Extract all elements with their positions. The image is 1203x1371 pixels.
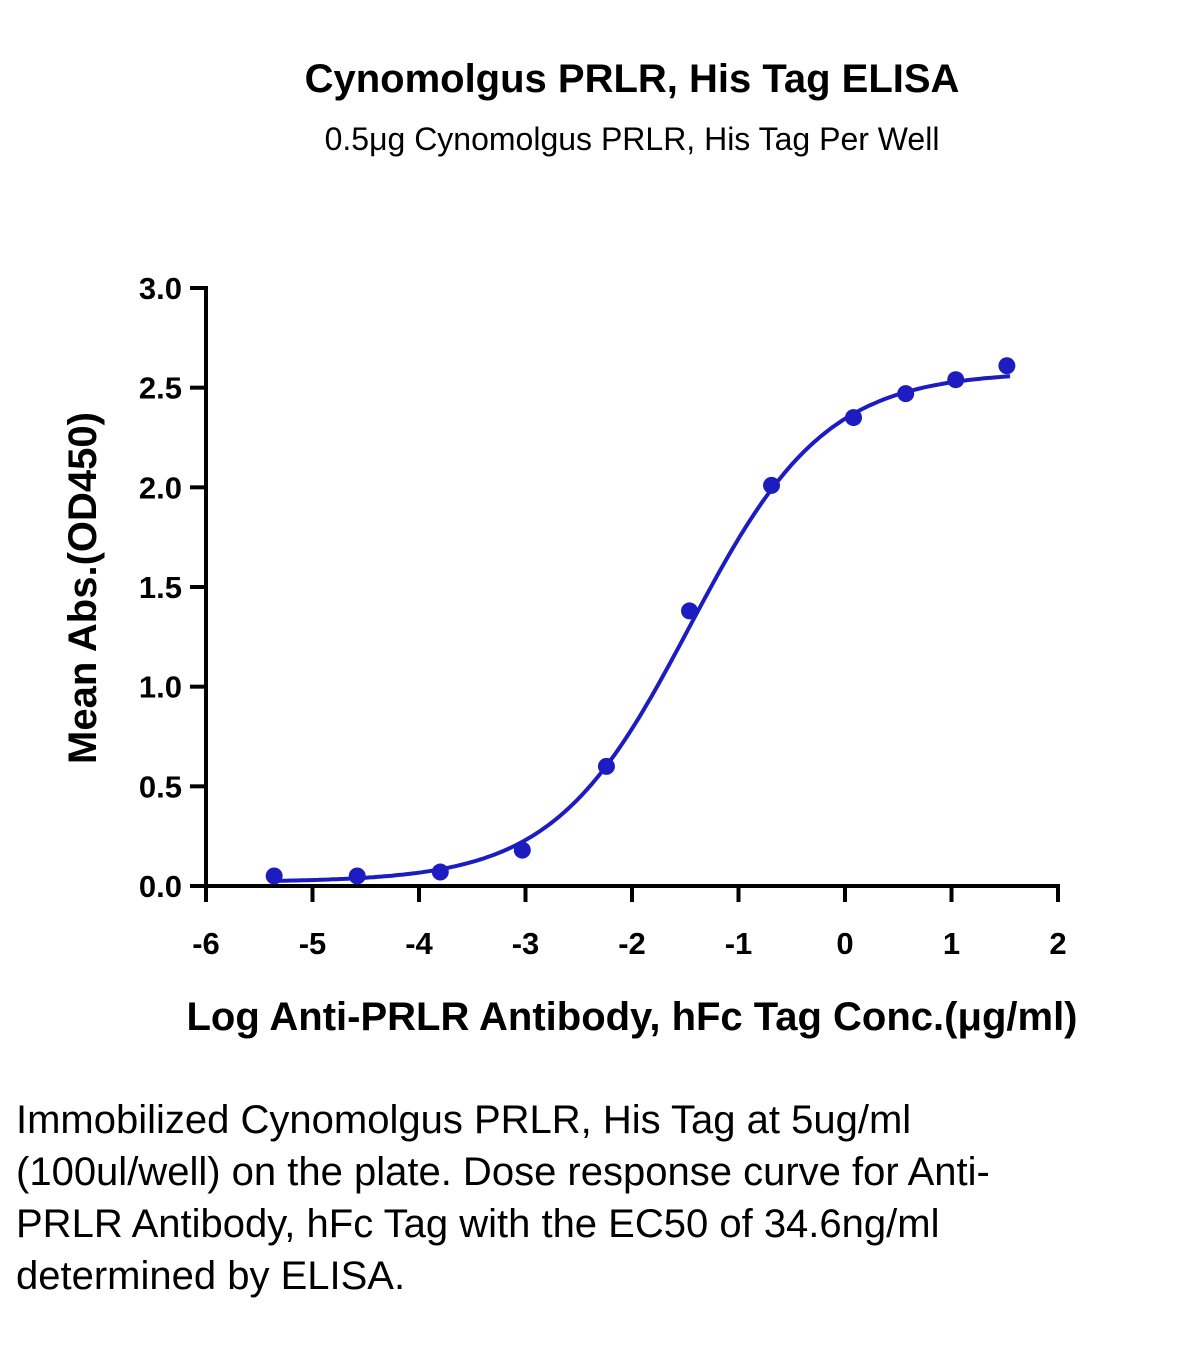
data-point [947, 371, 965, 389]
y-tick-label: 1.5 [139, 570, 182, 605]
x-tick-label: -6 [192, 926, 220, 961]
chart-subtitle: 0.5μg Cynomolgus PRLR, His Tag Per Well [325, 121, 940, 157]
y-axis-label: Mean Abs.(OD450) [61, 412, 105, 764]
data-point [597, 757, 615, 775]
y-tick-label: 3.0 [139, 271, 182, 306]
x-tick-label: -3 [512, 926, 540, 961]
data-point [681, 602, 699, 620]
y-tick-label: 0.5 [139, 769, 182, 804]
elisa-chart: Cynomolgus PRLR, His Tag ELISA 0.5μg Cyn… [61, 57, 1078, 1039]
data-point [265, 867, 283, 885]
y-tick-label: 2.5 [139, 371, 182, 406]
y-tick-label: 1.0 [139, 670, 182, 705]
axes: 0.0 0.5 1.0 1.5 2.0 2.5 3.0 -6 -5 -4 -3 -2 -1 0 1 2 [139, 271, 1067, 961]
x-axis-label: Log Anti-PRLR Antibody, hFc Tag Conc.(μg… [186, 995, 1077, 1039]
data-point [431, 863, 449, 881]
figure-caption: Immobilized Cynomolgus PRLR, His Tag at … [16, 1098, 990, 1298]
x-tick-label: -4 [405, 926, 433, 961]
fit-curve [269, 374, 1011, 883]
x-tick-label: 1 [943, 926, 960, 961]
x-tick-label: -5 [299, 926, 327, 961]
x-tick-label: -2 [618, 926, 646, 961]
y-tick-label: 2.0 [139, 470, 182, 505]
data-point [513, 841, 531, 859]
x-tick-label: 0 [836, 926, 853, 961]
data-points [265, 357, 1016, 885]
data-point [348, 867, 366, 885]
y-tick-label: 0.0 [139, 869, 182, 904]
data-point [763, 476, 781, 494]
data-point [845, 409, 863, 427]
data-point [897, 385, 915, 403]
chart-title: Cynomolgus PRLR, His Tag ELISA [305, 57, 960, 101]
x-tick-label: 2 [1049, 926, 1066, 961]
data-point [998, 357, 1016, 375]
x-tick-label: -1 [725, 926, 753, 961]
